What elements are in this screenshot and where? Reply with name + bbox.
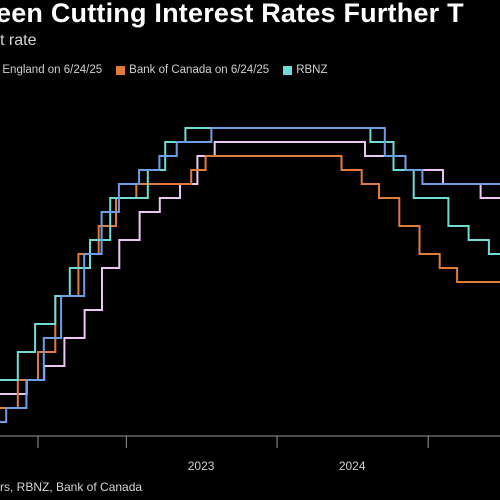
legend-item-rbnz: RBNZ — [283, 64, 328, 76]
series-line-1 — [0, 155, 500, 409]
legend-item-boc: Bank of Canada on 6/24/25 — [116, 64, 269, 76]
chart-series — [0, 127, 500, 423]
chart-subtitle: t rate — [0, 32, 37, 49]
legend-item-boe: f England on 6/24/25 — [0, 64, 102, 76]
series-line-3 — [0, 127, 500, 423]
chart-title: een Cutting Interest Rates Further T — [0, 0, 464, 28]
legend-swatch-boc — [116, 65, 126, 75]
legend-label-rbnz: RBNZ — [296, 64, 328, 76]
legend-swatch-rbnz — [283, 65, 293, 75]
x-axis-ticks: 2023 2024 — [37, 436, 429, 473]
chart-legend: f England on 6/24/25 Bank of Canada on 6… — [0, 64, 328, 76]
legend-label-boc: Bank of Canada on 6/24/25 — [129, 64, 270, 76]
x-tick-label: 2024 — [339, 459, 366, 473]
x-tick-label: 2023 — [188, 459, 215, 473]
source-note: rs, RBNZ, Bank of Canada — [0, 480, 143, 494]
legend-label-boe: f England on 6/24/25 — [0, 64, 103, 76]
